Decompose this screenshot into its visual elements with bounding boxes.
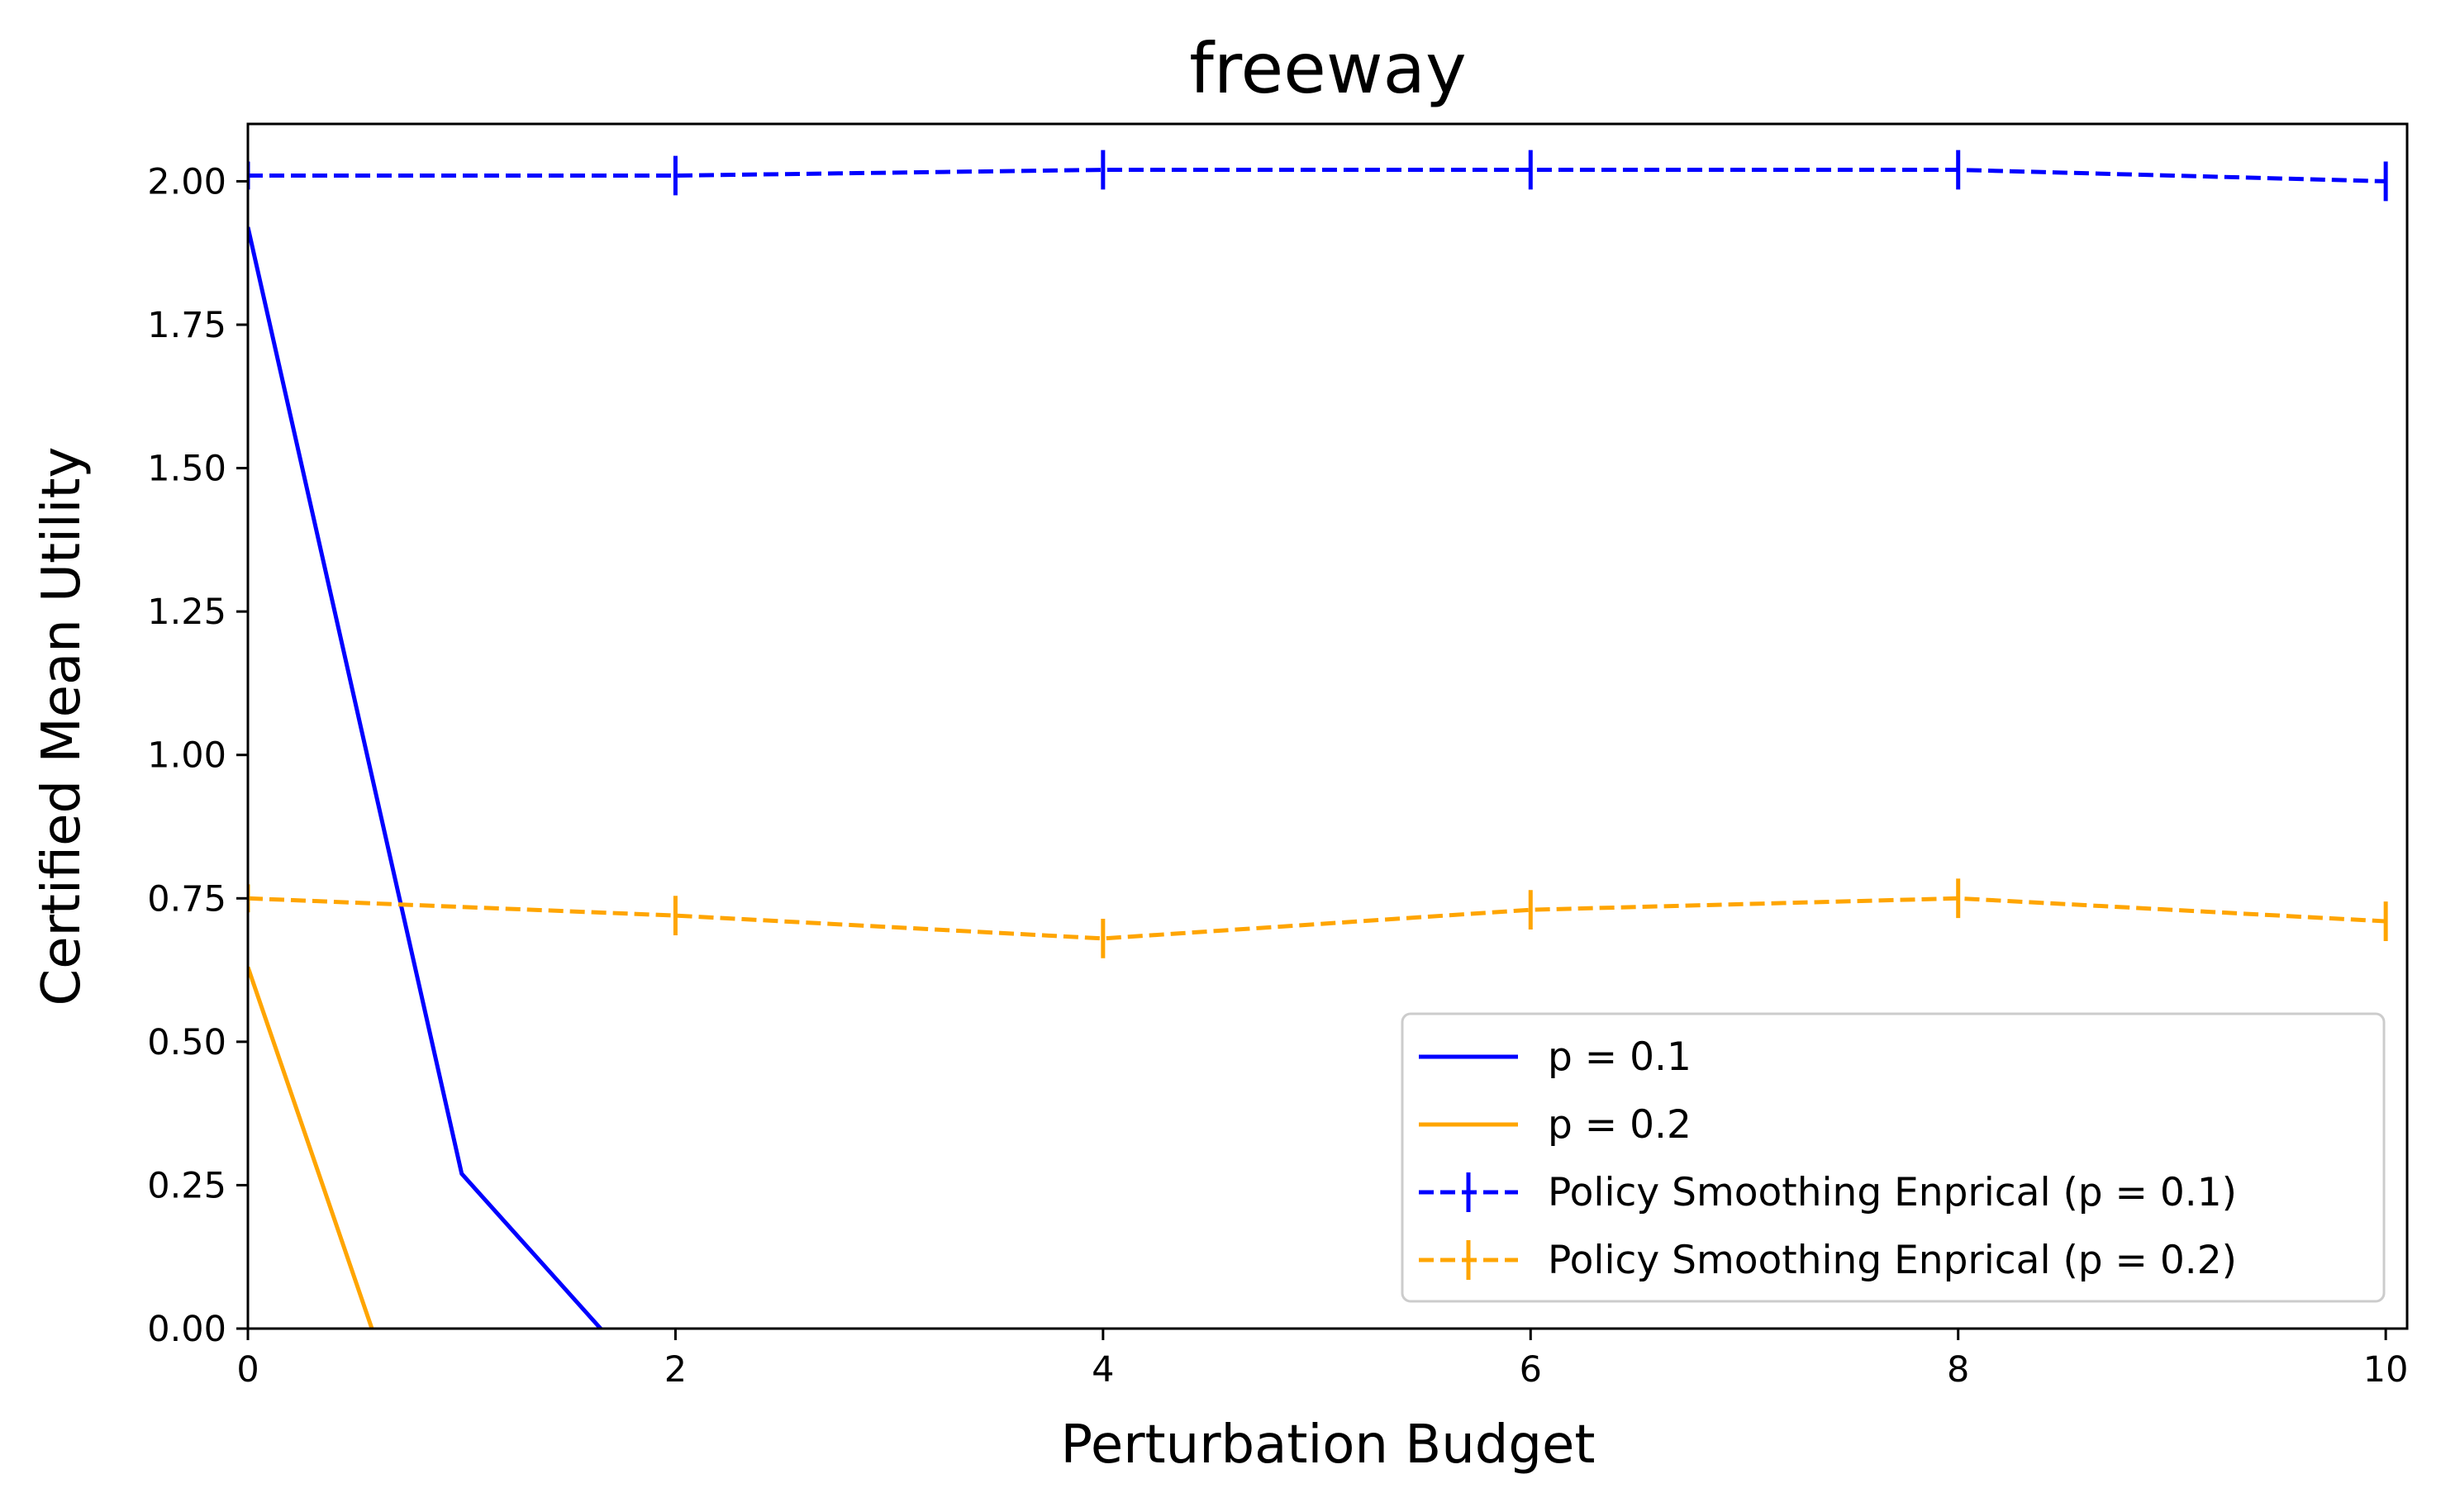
legend-box <box>1401 1012 2386 1303</box>
series-line-2 <box>248 966 374 1329</box>
series-line-3 <box>248 168 2386 183</box>
legend-label-2: p = 0.2 <box>1548 1102 1692 1148</box>
legend-label-1: p = 0.1 <box>1548 1034 1692 1080</box>
legend-label-4: Policy Smoothing Enprical (p = 0.2) <box>1548 1238 2237 1283</box>
y-tick-label-9: 2.00 <box>147 161 226 202</box>
y-tick-label-5: 1.00 <box>147 735 226 777</box>
legend-label-3: Policy Smoothing Enprical (p = 0.1) <box>1548 1170 2237 1215</box>
y-axis-title: Certified Mean Utility <box>31 447 93 1006</box>
x-axis-title: Perturbation Budget <box>1061 1415 1596 1476</box>
x-tick-label-1: 0 <box>236 1349 259 1391</box>
series-line-1 <box>248 226 602 1329</box>
series-line-4 <box>248 896 2386 941</box>
legend: p = 0.1 p = 0.2 Policy Smoothing Enprical … <box>1401 1012 2386 1303</box>
plot-area <box>248 150 2388 1329</box>
x-tick-label-4: 6 <box>1520 1349 1542 1391</box>
plot-frame <box>246 122 2409 1330</box>
x-tick-label-3: 4 <box>1092 1349 1114 1391</box>
axes: 0 2 4 6 8 10 0.00 0.25 0.50 0.75 1.00 1.25 1.50 1.75 2… <box>147 122 2409 1391</box>
chart-title: freeway <box>1189 28 1467 109</box>
series-group <box>248 150 2388 1329</box>
x-tick-label-6: 10 <box>2363 1349 2409 1391</box>
y-tick-label-1: 0.00 <box>147 1309 226 1350</box>
y-tick-label-7: 1.50 <box>147 449 226 490</box>
y-tick-label-8: 1.75 <box>147 305 226 346</box>
y-tick-label-3: 0.50 <box>147 1022 226 1063</box>
y-tick-label-4: 0.75 <box>147 878 226 920</box>
y-tick-label-2: 0.25 <box>147 1165 226 1206</box>
x-tick-label-5: 8 <box>1947 1349 1969 1391</box>
x-tick-label-2: 2 <box>664 1349 687 1391</box>
y-tick-label-6: 1.25 <box>147 592 226 633</box>
